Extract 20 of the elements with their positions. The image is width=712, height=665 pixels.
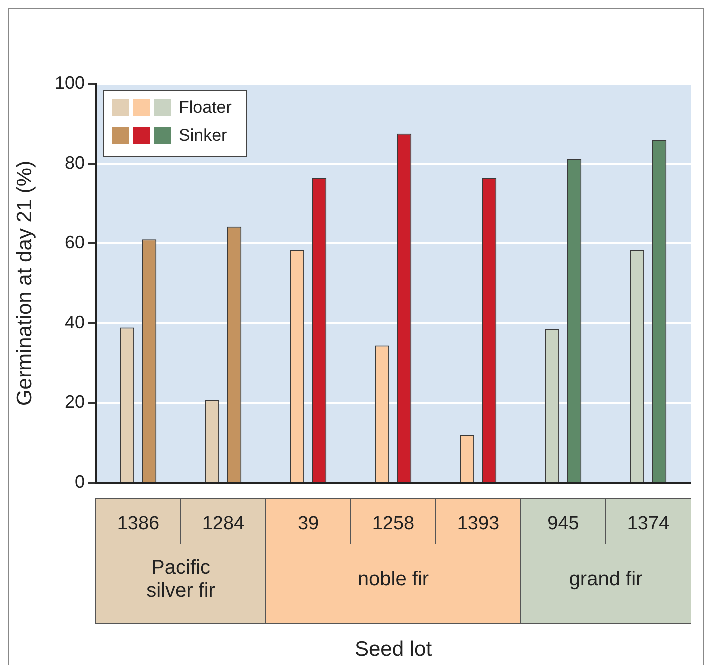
y-tick-label: 0 (74, 472, 85, 492)
y-tick-label: 40 (64, 312, 85, 332)
x-tick-label: 945 (548, 514, 580, 535)
y-tick-label: 100 (54, 72, 85, 93)
y-axis-title: Germination at day 21 (%) (13, 160, 36, 406)
legend-label: Sinker (179, 126, 228, 146)
x-axis-title: Seed lot (354, 638, 432, 662)
y-tick-label: 20 (64, 392, 85, 412)
x-tick-label: 1393 (457, 514, 500, 535)
x-tick-label: 1374 (627, 514, 670, 535)
x-tick-label: 1386 (117, 514, 160, 535)
x-tick-label: 1284 (202, 514, 246, 535)
x-tick-label: 1258 (372, 514, 415, 535)
y-tick-label: 80 (64, 152, 85, 173)
text: Pacific silver fir (146, 557, 216, 602)
text: grand fir (569, 568, 644, 591)
legend-label: Floater (179, 98, 232, 118)
x-tick-label: 39 (298, 514, 320, 535)
y-tick-label: 60 (64, 232, 85, 253)
text: noble fir (358, 568, 430, 591)
